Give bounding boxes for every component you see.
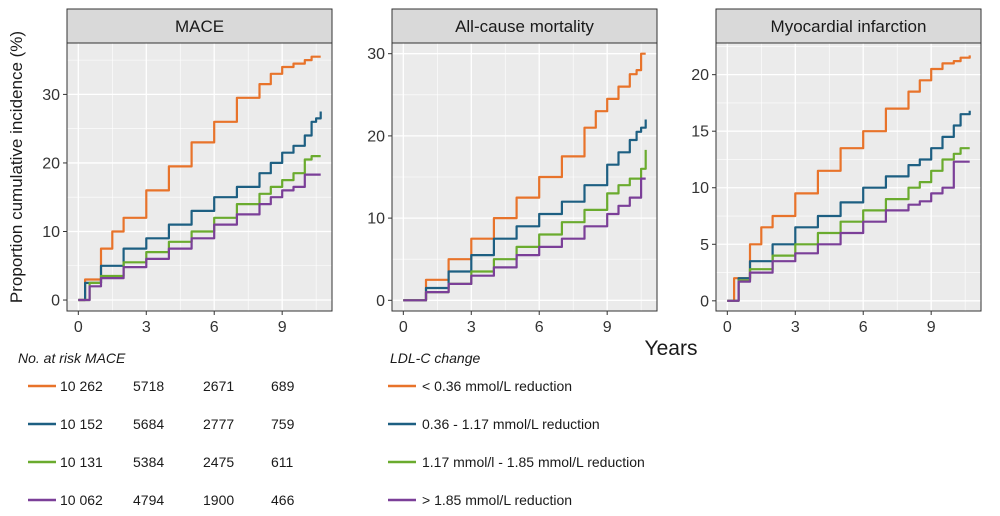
y-tick-label: 10 — [367, 211, 385, 228]
plot-background — [67, 43, 332, 311]
risk-value: 1900 — [203, 492, 234, 508]
y-tick-label: 20 — [691, 67, 709, 84]
legend-label: 1.17 mmol/l - 1.85 mmol/L reduction — [422, 454, 645, 470]
legend: < 0.36 mmol/L reduction 0.36 - 1.17 mmol/… — [388, 378, 645, 508]
panel-border — [66, 42, 333, 312]
y-tick-label: 30 — [367, 46, 385, 63]
panel-border — [391, 42, 658, 312]
y-tick-label: 5 — [700, 237, 709, 254]
x-axis-title: Years — [645, 337, 698, 360]
series-line-3 — [78, 155, 321, 302]
panel-3: Myocardial infarction 0 3 6 9 0 5 10 15 20 — [691, 8, 982, 336]
legend-label: > 1.85 mmol/L reduction — [422, 492, 572, 508]
y-axis-title: Proportion cumulative incidence (%) — [7, 31, 26, 303]
legend-label: < 0.36 mmol/L reduction — [422, 378, 572, 394]
x-tick-label: 6 — [535, 319, 544, 336]
risk-value: 759 — [271, 416, 295, 432]
series-line-3 — [727, 147, 970, 302]
y-tick-label: 20 — [42, 155, 60, 172]
y-tick-label: 20 — [367, 128, 385, 145]
x-tick-label: 0 — [723, 319, 732, 336]
y-tick-label: 15 — [691, 124, 709, 141]
panel-1: MACE 0 3 6 9 0 10 20 30 — [42, 8, 333, 336]
risk-value: 2777 — [203, 416, 234, 432]
risk-table-header: No. at risk MACE — [18, 350, 126, 366]
risk-value: 5684 — [133, 416, 164, 432]
risk-value: 2671 — [203, 378, 234, 394]
legend-label: 0.36 - 1.17 mmol/L reduction — [422, 416, 600, 432]
series-line-4 — [727, 160, 970, 302]
plot-background — [716, 43, 981, 311]
panel-strip — [66, 8, 333, 44]
risk-value: 5384 — [133, 454, 164, 470]
x-tick-label: 9 — [927, 319, 936, 336]
x-tick-label: 6 — [859, 319, 868, 336]
x-tick-label: 3 — [467, 319, 476, 336]
risk-value: 10 152 — [60, 416, 103, 432]
x-tick-label: 9 — [278, 319, 287, 336]
x-tick-label: 0 — [399, 319, 408, 336]
panel-2: All-cause mortality 0 3 6 9 0 10 20 30 — [367, 8, 658, 336]
series-line-2 — [78, 111, 322, 302]
series-line-1 — [727, 55, 971, 302]
risk-value: 10 062 — [60, 492, 103, 508]
legend-title: LDL-C change — [390, 350, 480, 366]
panel-title: All-cause mortality — [455, 17, 594, 36]
y-tick-label: 0 — [51, 293, 60, 310]
x-tick-label: 3 — [791, 319, 800, 336]
y-tick-label: 10 — [691, 180, 709, 197]
series-line-4 — [78, 173, 321, 302]
risk-table: 10 262 5718 2671 689 10 152 5684 2777 759 10 131… — [28, 378, 295, 508]
x-tick-label: 9 — [603, 319, 612, 336]
risk-value: 611 — [271, 454, 294, 470]
risk-value: 4794 — [133, 492, 164, 508]
series-line-1 — [78, 55, 321, 302]
panel-border — [715, 42, 982, 312]
panel-title: MACE — [175, 17, 224, 36]
series-line-2 — [403, 119, 647, 302]
x-tick-label: 6 — [210, 319, 219, 336]
y-tick-label: 0 — [700, 293, 709, 310]
panel-title: Myocardial infarction — [771, 17, 927, 36]
risk-value: 5718 — [133, 378, 164, 394]
x-tick-label: 0 — [74, 319, 83, 336]
series-line-1 — [403, 52, 646, 302]
y-tick-label: 30 — [42, 87, 60, 104]
risk-value: 10 131 — [60, 454, 103, 470]
risk-value: 689 — [271, 378, 295, 394]
panel-strip — [715, 8, 982, 44]
series-line-4 — [403, 177, 646, 302]
x-tick-label: 3 — [142, 319, 151, 336]
y-tick-label: 10 — [42, 224, 60, 241]
risk-value: 2475 — [203, 454, 234, 470]
risk-value: 10 262 — [60, 378, 103, 394]
risk-value: 466 — [271, 492, 295, 508]
y-tick-label: 0 — [376, 293, 385, 310]
